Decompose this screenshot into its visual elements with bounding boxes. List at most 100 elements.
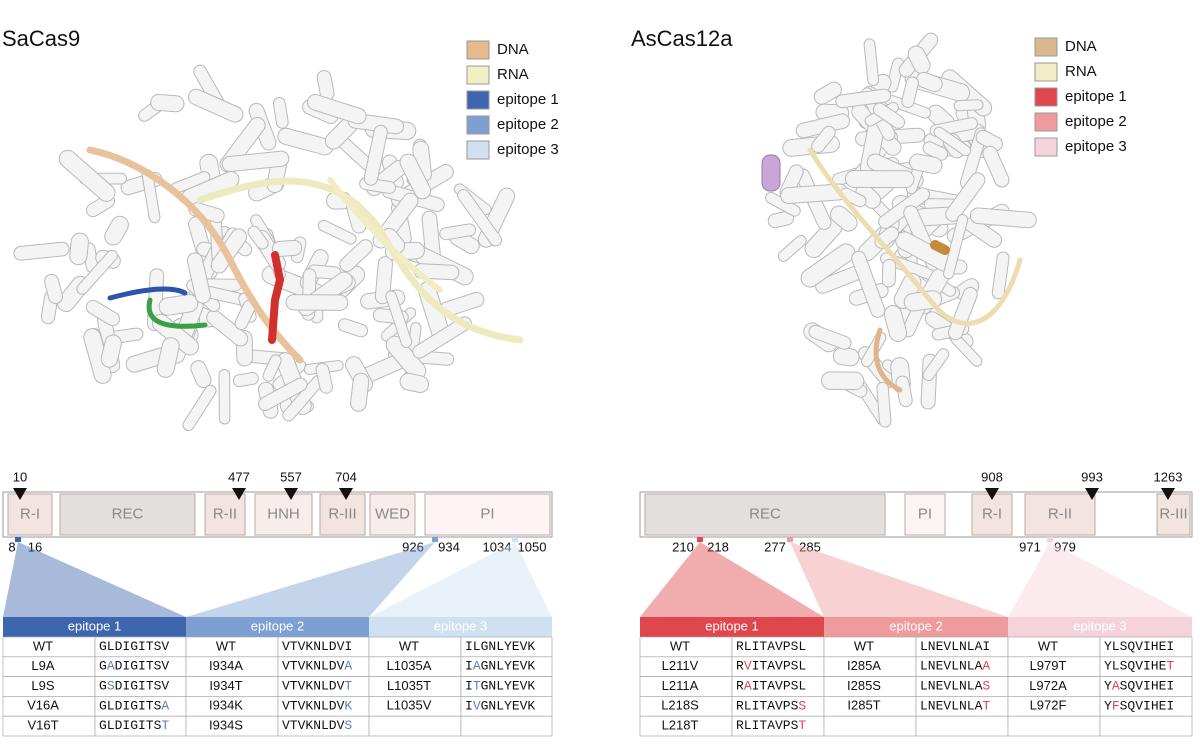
helix — [991, 251, 1010, 300]
sequence: VTVKNLDVS — [282, 719, 352, 734]
marker-label: 908 — [981, 469, 1003, 484]
sequence-part: DIGITSV — [115, 659, 170, 674]
sequence: VTVKNLDVI — [282, 639, 352, 654]
mutation: A — [1112, 679, 1120, 694]
sequence-part: YLSQVIHEI — [1104, 639, 1174, 654]
domain-label: REC — [112, 505, 144, 522]
sequence: GLDIGITSV — [99, 639, 169, 654]
marker-label: 993 — [1081, 469, 1103, 484]
variant-name: L211V — [662, 658, 699, 673]
sequence-part: R — [736, 679, 744, 694]
sequence-part: RLITAVPSL — [736, 639, 806, 654]
domain-label: R-II — [213, 505, 237, 522]
variant-name: L9S — [31, 678, 54, 693]
helix — [909, 153, 943, 174]
legend-label: RNA — [497, 66, 529, 83]
sequence: IVGNLYEVK — [465, 699, 535, 714]
helix — [872, 102, 906, 129]
sequence: LNEVLNLAA — [920, 659, 990, 674]
sequence: YLSQVIHET — [1104, 659, 1174, 674]
helix — [901, 76, 919, 108]
variant-name: I934S — [209, 718, 243, 733]
marker-label: 277 — [764, 539, 786, 554]
sequence-part: R — [736, 659, 744, 674]
variant-name: WT — [399, 638, 419, 653]
helix — [835, 88, 892, 109]
mutation: A — [161, 699, 169, 714]
helix — [813, 81, 842, 105]
sequence-part: I — [465, 659, 473, 674]
epitope-funnel — [369, 542, 552, 617]
domain-label: WED — [375, 505, 410, 522]
table-header-label: epitope 1 — [705, 618, 759, 633]
helix — [156, 337, 180, 378]
sequence-part: ITAVPSL — [752, 679, 807, 694]
domain — [254, 493, 313, 536]
variant-name: I934A — [209, 658, 243, 673]
table-header — [186, 617, 369, 637]
helix — [306, 94, 367, 125]
epitope-tick — [15, 537, 21, 542]
sequence-part: GLDIGITS — [99, 699, 162, 714]
panel-title: SaCas9 — [2, 26, 80, 51]
mutation: F — [1112, 699, 1120, 714]
variant-name: WT — [216, 638, 236, 653]
mutation: V — [473, 699, 481, 714]
variant-name: WT — [854, 638, 874, 653]
legend-label: epitope 3 — [1065, 138, 1127, 155]
variant-name: V16T — [27, 718, 58, 733]
mutation: K — [344, 699, 352, 714]
sequence-part: RLITAVPS — [736, 719, 799, 734]
table-cell — [915, 715, 1009, 737]
helix — [158, 294, 199, 316]
helix — [945, 172, 986, 222]
legend-swatch — [466, 65, 490, 85]
sequence: IAGNLYEVK — [465, 659, 535, 674]
marker-arrow — [284, 488, 298, 500]
sequence: ITGNLYEVK — [465, 679, 535, 694]
variant-name: I934K — [209, 698, 243, 713]
helix — [76, 249, 118, 295]
domain-label: PI — [918, 505, 932, 522]
table-header — [369, 617, 552, 637]
helix — [337, 318, 369, 338]
helix — [808, 324, 852, 350]
helix — [863, 38, 880, 87]
sequence-part: LNEVLNLA — [920, 699, 983, 714]
helix — [851, 250, 886, 318]
legend-label: epitope 3 — [497, 141, 559, 158]
domain — [59, 493, 196, 536]
sequence-part: ILGNLYEVK — [465, 639, 535, 654]
marker-label: 704 — [335, 469, 357, 484]
variant-name: V16A — [27, 698, 59, 713]
helix — [363, 124, 388, 186]
variant-name: WT — [1038, 638, 1058, 653]
epitope-funnel — [1008, 542, 1192, 617]
domain-label: REC — [749, 505, 781, 522]
sequence-part: GNLYEVK — [481, 659, 536, 674]
helix — [350, 372, 370, 412]
table-header-label: epitope 3 — [434, 618, 488, 633]
table-header — [640, 617, 824, 637]
mutation: A — [473, 659, 481, 674]
marker-arrow — [232, 488, 246, 500]
helix — [315, 362, 333, 394]
variant-name: L9A — [31, 658, 54, 673]
legend-swatch — [466, 90, 490, 110]
variant-name: I934T — [209, 678, 242, 693]
domain — [971, 493, 1013, 536]
epitope-tick — [697, 537, 703, 542]
marker-label: 1263 — [1154, 469, 1183, 484]
sequence-part: VTVKNLDV — [282, 679, 345, 694]
sequence: RAITAVPSL — [736, 679, 806, 694]
legend-label: DNA — [1065, 38, 1097, 55]
marker-label: 10 — [13, 469, 27, 484]
epitope-tick — [512, 537, 518, 542]
helix — [120, 171, 163, 196]
sequence: ILGNLYEVK — [465, 639, 535, 654]
legend-swatch — [1034, 137, 1058, 157]
domain — [1024, 493, 1096, 536]
helix — [777, 234, 807, 262]
legend-label: DNA — [497, 41, 529, 58]
